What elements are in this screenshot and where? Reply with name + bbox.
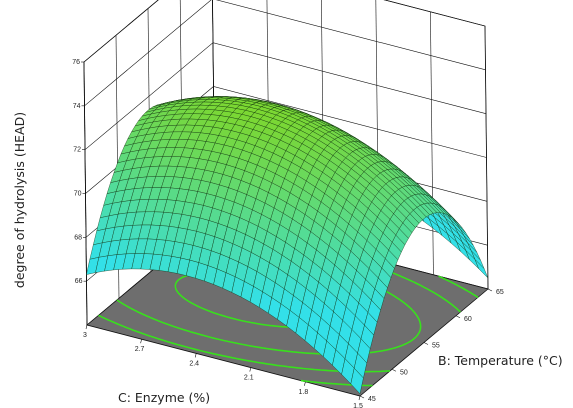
x-tick-mark — [391, 368, 397, 372]
x-tick-mark — [359, 395, 365, 399]
tick-labels: 66 68 70 72 74 76 45 50 55 60 65 1.5 1.8 2.1 2.4 2.7 3 — [72, 59, 504, 408]
z-axis-label: degree of hydrolysis (HEAD) — [12, 112, 27, 288]
z-grid-line — [83, 0, 486, 63]
y-axis-label: C: Enzyme (%) — [118, 390, 210, 405]
y-tick-mark — [358, 395, 361, 401]
x-tick-label: 55 — [432, 343, 440, 350]
y-grid-line — [484, 25, 489, 290]
x-tick-mark — [455, 315, 461, 319]
x-tick-label: 50 — [400, 369, 408, 376]
x-tick-mark — [423, 342, 429, 345]
surface-patch — [350, 367, 364, 395]
y-tick-label: 1.5 — [353, 403, 363, 408]
y-tick-mark — [249, 367, 252, 372]
y-tick-mark — [304, 381, 306, 386]
y-grid-line — [430, 11, 434, 275]
x-axis-label: B: Temperature (°C) — [438, 353, 563, 368]
contour-line — [214, 217, 479, 387]
x-tick-label: 45 — [368, 396, 376, 403]
response-surface — [86, 96, 489, 395]
y-tick-mark — [85, 324, 88, 330]
x-tick-label: 60 — [464, 316, 472, 323]
z-tick-label: 72 — [73, 147, 81, 154]
y-tick-label: 1.8 — [299, 389, 309, 396]
x-tick-mark — [487, 288, 493, 292]
z-tick-label: 76 — [72, 59, 80, 66]
y-tick-mark — [140, 339, 142, 344]
y-tick-label: 2.1 — [244, 375, 254, 382]
z-tick-label: 70 — [74, 191, 82, 198]
y-tick-label: 2.4 — [189, 360, 199, 367]
z-grid-line — [84, 0, 486, 107]
y-tick-label: 3 — [83, 332, 87, 339]
z-tick-label: 74 — [73, 103, 81, 110]
z-tick-label: 68 — [74, 234, 82, 241]
y-tick-mark — [194, 353, 197, 358]
y-tick-label: 2.7 — [135, 346, 145, 353]
z-tick-label: 66 — [75, 278, 83, 285]
x-tick-label: 65 — [496, 289, 504, 296]
